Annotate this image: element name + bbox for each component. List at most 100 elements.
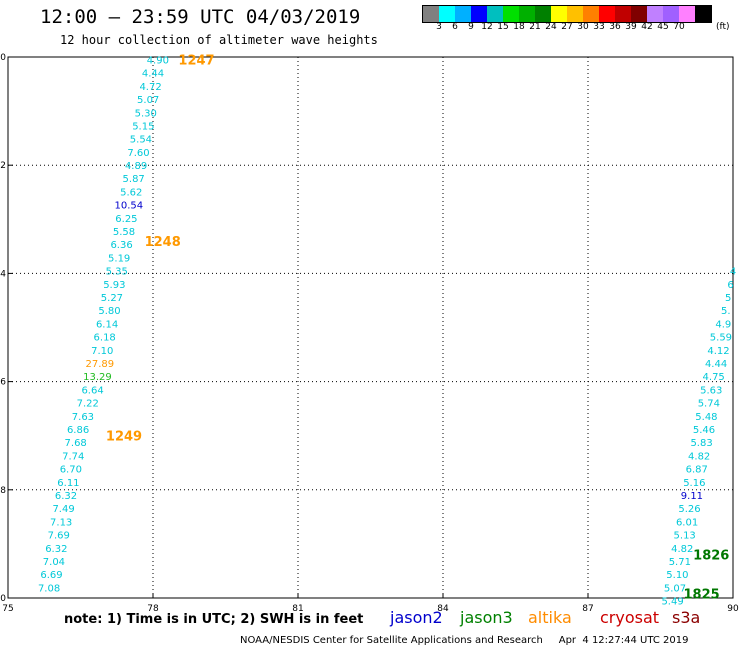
color-scale-unit: (ft) bbox=[716, 22, 730, 32]
wave-height-point: 4.82 bbox=[671, 544, 693, 555]
legend-item-jason2: jason2 bbox=[390, 608, 443, 627]
color-scale-labels: 3 6 9 12 15 18 21 24 27 30 33 36 39 42 45 70 bbox=[422, 22, 740, 34]
wave-height-point: 6.87 bbox=[686, 465, 708, 476]
color-scale-label: 21 bbox=[529, 22, 541, 32]
color-swatch bbox=[567, 6, 583, 22]
color-scale-label: 27 bbox=[561, 22, 573, 32]
wave-height-point: 5.30 bbox=[135, 109, 157, 120]
wave-height-point: 5.87 bbox=[123, 174, 145, 185]
wave-height-point: 7.10 bbox=[91, 346, 113, 357]
wave-height-point: 5.07 bbox=[137, 95, 159, 106]
wave-height-point: 6.86 bbox=[67, 425, 89, 436]
wave-height-point: 7.69 bbox=[48, 531, 70, 542]
wave-height-point: 4.12 bbox=[707, 346, 729, 357]
page-title: 12:00 — 23:59 UTC 04/03/2019 bbox=[40, 6, 361, 28]
color-swatch bbox=[695, 6, 711, 22]
color-swatch bbox=[631, 6, 647, 22]
color-swatch bbox=[519, 6, 535, 22]
color-swatch bbox=[535, 6, 551, 22]
wave-height-point: 5.58 bbox=[113, 227, 135, 238]
wave-height-point: 5.15 bbox=[132, 122, 154, 133]
color-scale-label: 30 bbox=[577, 22, 589, 32]
wave-height-point: 6.11 bbox=[57, 478, 79, 489]
color-scale-label: 33 bbox=[593, 22, 605, 32]
wave-height-point: 4.75 bbox=[703, 372, 725, 383]
color-scale-label: 39 bbox=[625, 22, 637, 32]
wave-height-point: 5.10 bbox=[666, 570, 688, 581]
wave-height-point: 7.68 bbox=[65, 438, 87, 449]
color-scale-label: 36 bbox=[609, 22, 621, 32]
wave-height-point: 10.54 bbox=[115, 201, 144, 212]
color-scale-label: 18 bbox=[513, 22, 525, 32]
legend-item-jason3: jason3 bbox=[460, 608, 513, 627]
wave-height-point: 7.13 bbox=[50, 518, 72, 529]
wave-height-point: 9.11 bbox=[681, 491, 703, 502]
wave-height-point: 5.74 bbox=[698, 399, 720, 410]
wave-height-point: 5.49 bbox=[661, 597, 683, 608]
wave-height-point: 6.25 bbox=[115, 214, 137, 225]
y-tick-label: -6 bbox=[0, 378, 6, 388]
wave-height-point: 5.35 bbox=[106, 267, 128, 278]
wave-height-point: 4.9 bbox=[715, 320, 731, 331]
wave-height-point: 5.27 bbox=[101, 293, 123, 304]
wave-height-point: 6.69 bbox=[40, 570, 62, 581]
wave-height-point: 7.60 bbox=[127, 148, 149, 159]
wave-height-point: 4.72 bbox=[139, 82, 161, 93]
wave-height-point: 7.63 bbox=[72, 412, 94, 423]
wave-height-point: 5.83 bbox=[690, 438, 712, 449]
color-swatch bbox=[599, 6, 615, 22]
x-tick-label: 78 bbox=[147, 604, 159, 614]
legend-item-altika: altika bbox=[528, 608, 572, 627]
wave-height-point: 4.89 bbox=[125, 161, 147, 172]
wave-height-point: 6.36 bbox=[110, 240, 132, 251]
plot-frame bbox=[7, 56, 734, 599]
x-tick-label: 87 bbox=[582, 604, 593, 614]
wave-height-point: 6.32 bbox=[45, 544, 67, 555]
color-scale-label: 3 bbox=[436, 22, 442, 32]
pass-time-label: 1825 bbox=[683, 588, 719, 603]
color-swatch bbox=[487, 6, 503, 22]
wave-height-point: 4.44 bbox=[705, 359, 727, 370]
wave-height-point: 5.46 bbox=[693, 425, 715, 436]
color-swatch bbox=[615, 6, 631, 22]
pass-time-label: 1826 bbox=[693, 549, 729, 564]
wave-height-point: 5.26 bbox=[678, 504, 700, 515]
wave-height-point: 27.89 bbox=[86, 359, 115, 370]
wave-height-point: 7.04 bbox=[43, 557, 65, 568]
footer-credit: NOAA/NESDIS Center for Satellite Applica… bbox=[240, 635, 689, 646]
wave-height-point: 5.71 bbox=[669, 557, 691, 568]
color-swatch bbox=[455, 6, 471, 22]
y-tick-label: 0 bbox=[0, 53, 6, 63]
wave-height-point: 6.64 bbox=[81, 386, 103, 397]
wave-height-point: 5.13 bbox=[674, 531, 696, 542]
wave-height-point: 5.62 bbox=[120, 188, 142, 199]
wave-height-point: 5. bbox=[721, 306, 731, 317]
color-swatch bbox=[439, 6, 455, 22]
wave-height-point: 5.93 bbox=[103, 280, 125, 291]
page-subtitle: 12 hour collection of altimeter wave hei… bbox=[60, 33, 378, 47]
wave-height-point: 6.70 bbox=[60, 465, 82, 476]
color-scale-label: 42 bbox=[641, 22, 653, 32]
x-tick-label: 90 bbox=[727, 604, 739, 614]
wave-height-point: 5.19 bbox=[108, 254, 130, 265]
color-scale-label: 70 bbox=[673, 22, 685, 32]
x-tick-label: 75 bbox=[2, 604, 13, 614]
color-scale-label: 24 bbox=[545, 22, 557, 32]
legend-item-cryosat: cryosat bbox=[600, 608, 660, 627]
wave-height-point: 4.82 bbox=[688, 452, 710, 463]
wave-height-point: 4.90 bbox=[147, 56, 169, 67]
color-swatch bbox=[647, 6, 663, 22]
wave-height-point: 13.29 bbox=[83, 372, 112, 383]
wave-height-point: 5.16 bbox=[683, 478, 705, 489]
x-tick-label: 84 bbox=[437, 604, 449, 614]
wave-height-point: 6.01 bbox=[676, 518, 698, 529]
pass-time-label: 1247 bbox=[178, 54, 214, 69]
wave-height-point: 5.54 bbox=[130, 135, 152, 146]
wave-height-point: 6.14 bbox=[96, 320, 118, 331]
color-swatch bbox=[663, 6, 679, 22]
pass-time-label: 1248 bbox=[145, 235, 181, 250]
wave-height-point: 5.48 bbox=[695, 412, 717, 423]
color-swatch bbox=[471, 6, 487, 22]
x-tick-label: 81 bbox=[292, 604, 303, 614]
